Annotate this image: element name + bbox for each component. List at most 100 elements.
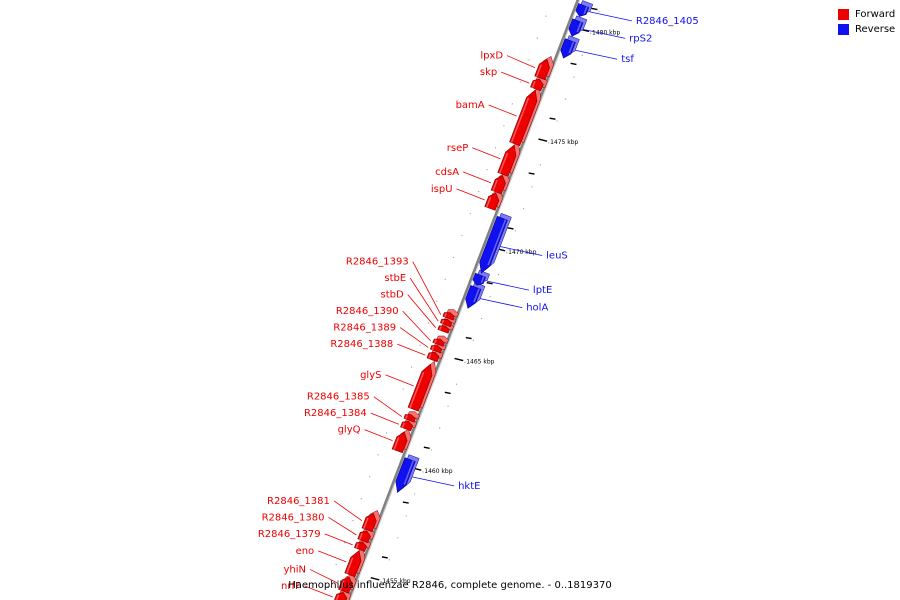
gene-label-R2846_1389[interactable]: R2846_1389 (333, 323, 396, 334)
gene-glyS[interactable] (407, 360, 437, 412)
legend-reverse: Reverse (838, 24, 895, 35)
gene-highlight (358, 532, 363, 540)
scale-dot (388, 559, 390, 561)
gene-label-nrfF[interactable]: nrfF (281, 581, 301, 592)
gene-label-R2846_1385[interactable]: R2846_1385 (307, 392, 370, 403)
scale-dash (402, 501, 409, 504)
gene-R2846_1393[interactable] (442, 309, 459, 321)
gene-bamA[interactable] (509, 86, 542, 147)
gene-R2846_1390[interactable] (432, 335, 449, 347)
gene-leader-line (385, 374, 414, 387)
scale-dash (570, 62, 577, 66)
tick-label: 1480 kbp (592, 29, 620, 36)
scale-dot (536, 37, 539, 39)
gene-label-R2846_1393[interactable]: R2846_1393 (346, 257, 409, 268)
gene-lpxD[interactable] (534, 55, 554, 81)
gene-highlight (576, 21, 582, 33)
gene-highlight (439, 326, 442, 331)
tick-mark (454, 357, 464, 362)
gene-label-holA[interactable]: holA (526, 303, 548, 314)
gene-rpS2[interactable] (568, 15, 588, 37)
gene-highlight (473, 288, 480, 303)
scale-dash (465, 336, 472, 340)
gene-label-R2846_1380[interactable]: R2846_1380 (262, 512, 325, 523)
gene-nrfF[interactable] (334, 589, 352, 600)
scale-dot (455, 383, 458, 385)
gene-leader-line (318, 550, 347, 563)
tick-label: 1475 kbp (550, 139, 578, 146)
gene-label-stbD[interactable]: stbD (381, 290, 404, 301)
gene-arrow (560, 38, 576, 59)
scale-dash (528, 172, 535, 175)
scale-dot (469, 212, 471, 215)
gene-glyQ[interactable] (391, 428, 412, 454)
scale-dot (369, 476, 371, 478)
gene-R2846_1385[interactable] (403, 411, 420, 423)
scale-dot (489, 295, 491, 298)
scale-dot (335, 563, 337, 566)
gene-leader-line (407, 294, 437, 328)
gene-label-rseP[interactable]: rseP (447, 143, 469, 154)
gene-leuS[interactable] (479, 212, 512, 274)
gene-lptE[interactable] (472, 269, 490, 286)
gene-leader-line (304, 585, 333, 598)
scale-dot (556, 120, 558, 122)
gene-label-R2846_1388[interactable]: R2846_1388 (330, 339, 393, 350)
gene-arrow (361, 512, 377, 533)
gene-yhiN[interactable] (338, 573, 357, 594)
gene-leader-line (462, 171, 492, 184)
tick-label: 1470 kbp (508, 249, 536, 256)
gene-label-glyQ[interactable]: glyQ (338, 425, 361, 436)
scale-dash (591, 7, 598, 11)
gene-label-glyS[interactable]: glyS (360, 370, 381, 381)
scale-dot (411, 366, 413, 368)
gene-highlight (510, 97, 530, 143)
gene-highlight (492, 179, 498, 192)
gene-label-R2846_1381[interactable]: R2846_1381 (267, 496, 330, 507)
gene-label-cdsA[interactable]: cdsA (435, 167, 459, 178)
gene-holA[interactable] (465, 282, 486, 309)
backbone-layer (346, 0, 581, 600)
gene-highlight (535, 64, 542, 77)
gene-leader-line (409, 277, 439, 322)
gene-label-R2846_1390[interactable]: R2846_1390 (336, 306, 399, 317)
gene-label-yhiN[interactable]: yhiN (283, 564, 306, 575)
gene-label-rpS2[interactable]: rpS2 (629, 33, 652, 44)
gene-R2846_1405[interactable] (575, 0, 594, 17)
gene-rseP[interactable] (497, 141, 521, 177)
gene-leader-line (500, 246, 543, 256)
gene-label-R2846_1384[interactable]: R2846_1384 (304, 408, 367, 419)
gene-label-hktE[interactable]: hktE (458, 481, 480, 492)
gene-hktE[interactable] (395, 454, 420, 493)
gene-label-lptE[interactable]: lptE (533, 285, 552, 296)
scale-dot (545, 15, 547, 17)
gene-label-R2846_1379[interactable]: R2846_1379 (258, 529, 321, 540)
gene-leader-line (373, 396, 402, 417)
gene-cdsA[interactable] (490, 172, 510, 195)
gene-eno[interactable] (344, 547, 366, 578)
scale-dot (439, 427, 441, 429)
gene-label-ispU[interactable]: ispU (431, 184, 453, 195)
scale-dot (511, 103, 513, 105)
gene-label-leuS[interactable]: leuS (546, 251, 568, 262)
scale-dot (352, 520, 354, 522)
gene-label-lpxD[interactable]: lpxD (480, 51, 503, 62)
gene-ispU[interactable] (484, 189, 504, 211)
gene-R2846_1381[interactable] (361, 510, 381, 533)
scale-dot (598, 10, 600, 12)
gene-label-bamA[interactable]: bamA (456, 100, 485, 111)
scale-dot (377, 454, 379, 456)
gene-label-stbE[interactable]: stbE (384, 273, 406, 284)
gene-label-eno[interactable]: eno (296, 546, 315, 557)
gene-label-skp[interactable]: skp (480, 67, 497, 78)
gene-tsf[interactable] (560, 35, 580, 59)
gene-leader-line (583, 28, 626, 39)
gene-label-R2846_1405[interactable]: R2846_1405 (636, 16, 699, 27)
gene-label-tsf[interactable]: tsf (621, 54, 634, 65)
legend-reverse-swatch (838, 24, 849, 35)
gene-arrow (575, 3, 590, 17)
backbone-line (346, 0, 580, 600)
legend-reverse-label: Reverse (855, 24, 896, 35)
gene-highlight (339, 580, 345, 591)
